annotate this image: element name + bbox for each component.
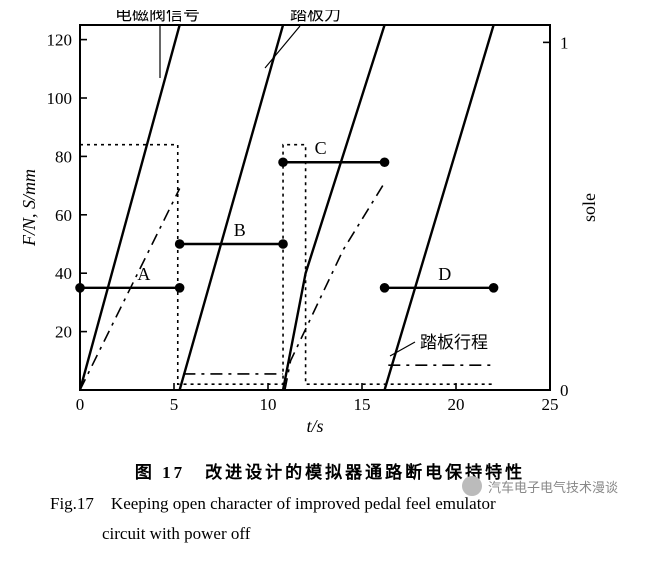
chart: 0 5 10 15 20 25 20 40 60 80 100 120 0 1 t/s F/N, S/mm so…	[10, 10, 650, 440]
svg-text:踏板行程: 踏板行程	[420, 333, 488, 352]
svg-text:0: 0	[76, 395, 85, 414]
svg-text:1: 1	[560, 33, 569, 52]
svg-text:D: D	[438, 264, 451, 284]
svg-text:电磁阀信号: 电磁阀信号	[115, 10, 200, 24]
svg-text:B: B	[234, 220, 246, 240]
svg-text:F/N, S/mm: F/N, S/mm	[19, 169, 39, 247]
svg-text:sole: sole	[579, 193, 599, 222]
svg-text:20: 20	[55, 323, 72, 342]
figure-caption: 图 17 改进设计的模拟器通路断电保持特性 Fig.17 Keeping ope…	[10, 458, 650, 550]
svg-text:80: 80	[55, 147, 72, 166]
svg-text:10: 10	[260, 395, 277, 414]
svg-text:0: 0	[560, 381, 569, 400]
caption-en-line2: circuit with power off	[10, 519, 650, 550]
svg-text:25: 25	[542, 395, 559, 414]
svg-text:60: 60	[55, 206, 72, 225]
watermark: 汽车电子电气技术漫谈	[462, 476, 618, 496]
svg-text:100: 100	[47, 89, 73, 108]
svg-text:t/s: t/s	[306, 416, 323, 436]
svg-text:15: 15	[354, 395, 371, 414]
svg-text:40: 40	[55, 264, 72, 283]
svg-text:C: C	[315, 138, 327, 158]
figure-container: 0 5 10 15 20 25 20 40 60 80 100 120 0 1 t/s F/N, S/mm so…	[10, 10, 650, 550]
svg-text:20: 20	[448, 395, 465, 414]
svg-text:A: A	[137, 264, 150, 284]
svg-text:踏板力: 踏板力	[290, 10, 341, 24]
watermark-logo-icon	[462, 476, 482, 496]
svg-text:120: 120	[47, 31, 73, 50]
watermark-text: 汽车电子电气技术漫谈	[488, 477, 618, 496]
svg-text:5: 5	[170, 395, 179, 414]
